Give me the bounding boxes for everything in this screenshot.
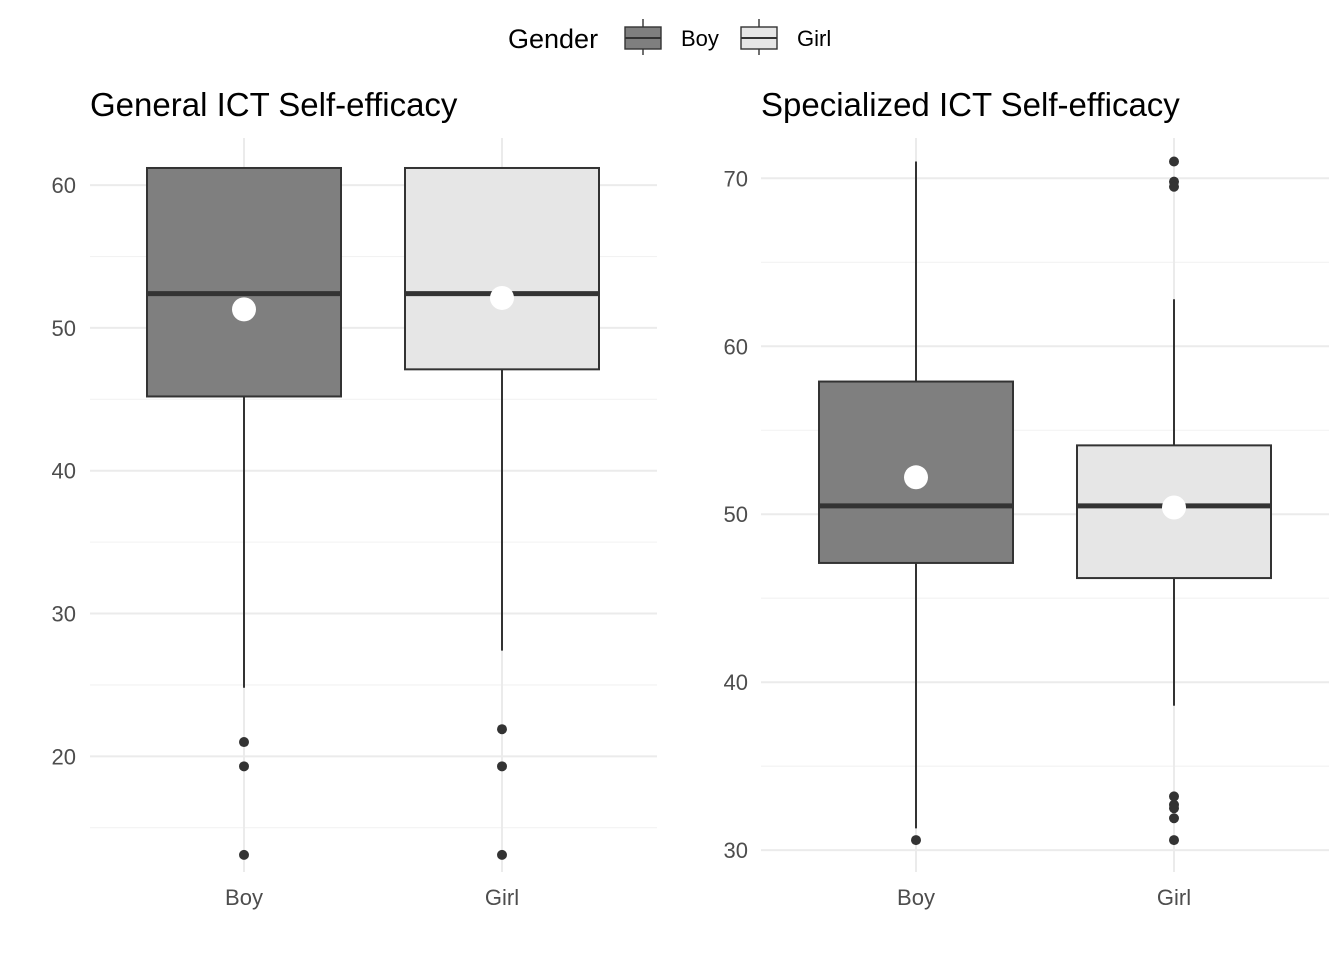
legend-key-girl	[740, 19, 778, 55]
outlier-point	[239, 849, 249, 860]
box-boy	[818, 161, 1014, 846]
outlier-point	[1169, 813, 1179, 824]
outlier-point	[239, 737, 249, 748]
legend-label-girl: Girl	[797, 26, 831, 51]
legend-label-boy: Boy	[681, 26, 719, 51]
panel-general-ict: General ICT Self-efficacy 20 30 40 50 60 Boy Gi…	[52, 86, 657, 910]
legend: Gender Boy Girl	[508, 19, 831, 55]
legend-key-boy	[624, 19, 662, 55]
y-tick-label: 50	[52, 316, 76, 341]
y-tick-label: 20	[52, 744, 76, 769]
box-boy	[146, 166, 342, 860]
outlier-point	[239, 761, 249, 772]
x-tick-label-boy: Boy	[897, 885, 935, 910]
mean-point	[490, 285, 514, 310]
mean-point	[232, 297, 256, 322]
box-girl	[404, 166, 600, 860]
outlier-point	[911, 835, 921, 846]
outlier-point	[1169, 835, 1179, 846]
y-tick-label: 60	[724, 334, 748, 359]
outlier-point	[1169, 803, 1179, 814]
x-tick-label-girl: Girl	[485, 885, 519, 910]
outlier-point	[497, 849, 507, 860]
outlier-point	[1169, 156, 1179, 167]
y-tick-label: 60	[52, 173, 76, 198]
mean-point	[904, 465, 928, 490]
y-tick-label: 40	[52, 459, 76, 484]
y-tick-label: 40	[724, 670, 748, 695]
mean-point	[1162, 495, 1186, 520]
y-tick-label: 30	[724, 838, 748, 863]
legend-title: Gender	[508, 24, 598, 54]
y-tick-label: 30	[52, 602, 76, 627]
x-tick-label-girl: Girl	[1157, 885, 1191, 910]
x-tick-label-boy: Boy	[225, 885, 263, 910]
panel-specialized-ict: Specialized ICT Self-efficacy 30 40 50 60 70 B…	[724, 86, 1329, 910]
outlier-point	[497, 761, 507, 772]
iqr-box	[404, 166, 600, 371]
y-tick-label: 70	[724, 166, 748, 191]
y-tick-label: 50	[724, 502, 748, 527]
panel-title: Specialized ICT Self-efficacy	[761, 86, 1180, 123]
outlier-point	[1169, 181, 1179, 192]
outlier-point	[497, 724, 507, 735]
iqr-box	[146, 166, 342, 398]
box-girl	[1076, 156, 1272, 846]
panel-title: General ICT Self-efficacy	[90, 86, 458, 123]
outlier-point	[1169, 791, 1179, 802]
